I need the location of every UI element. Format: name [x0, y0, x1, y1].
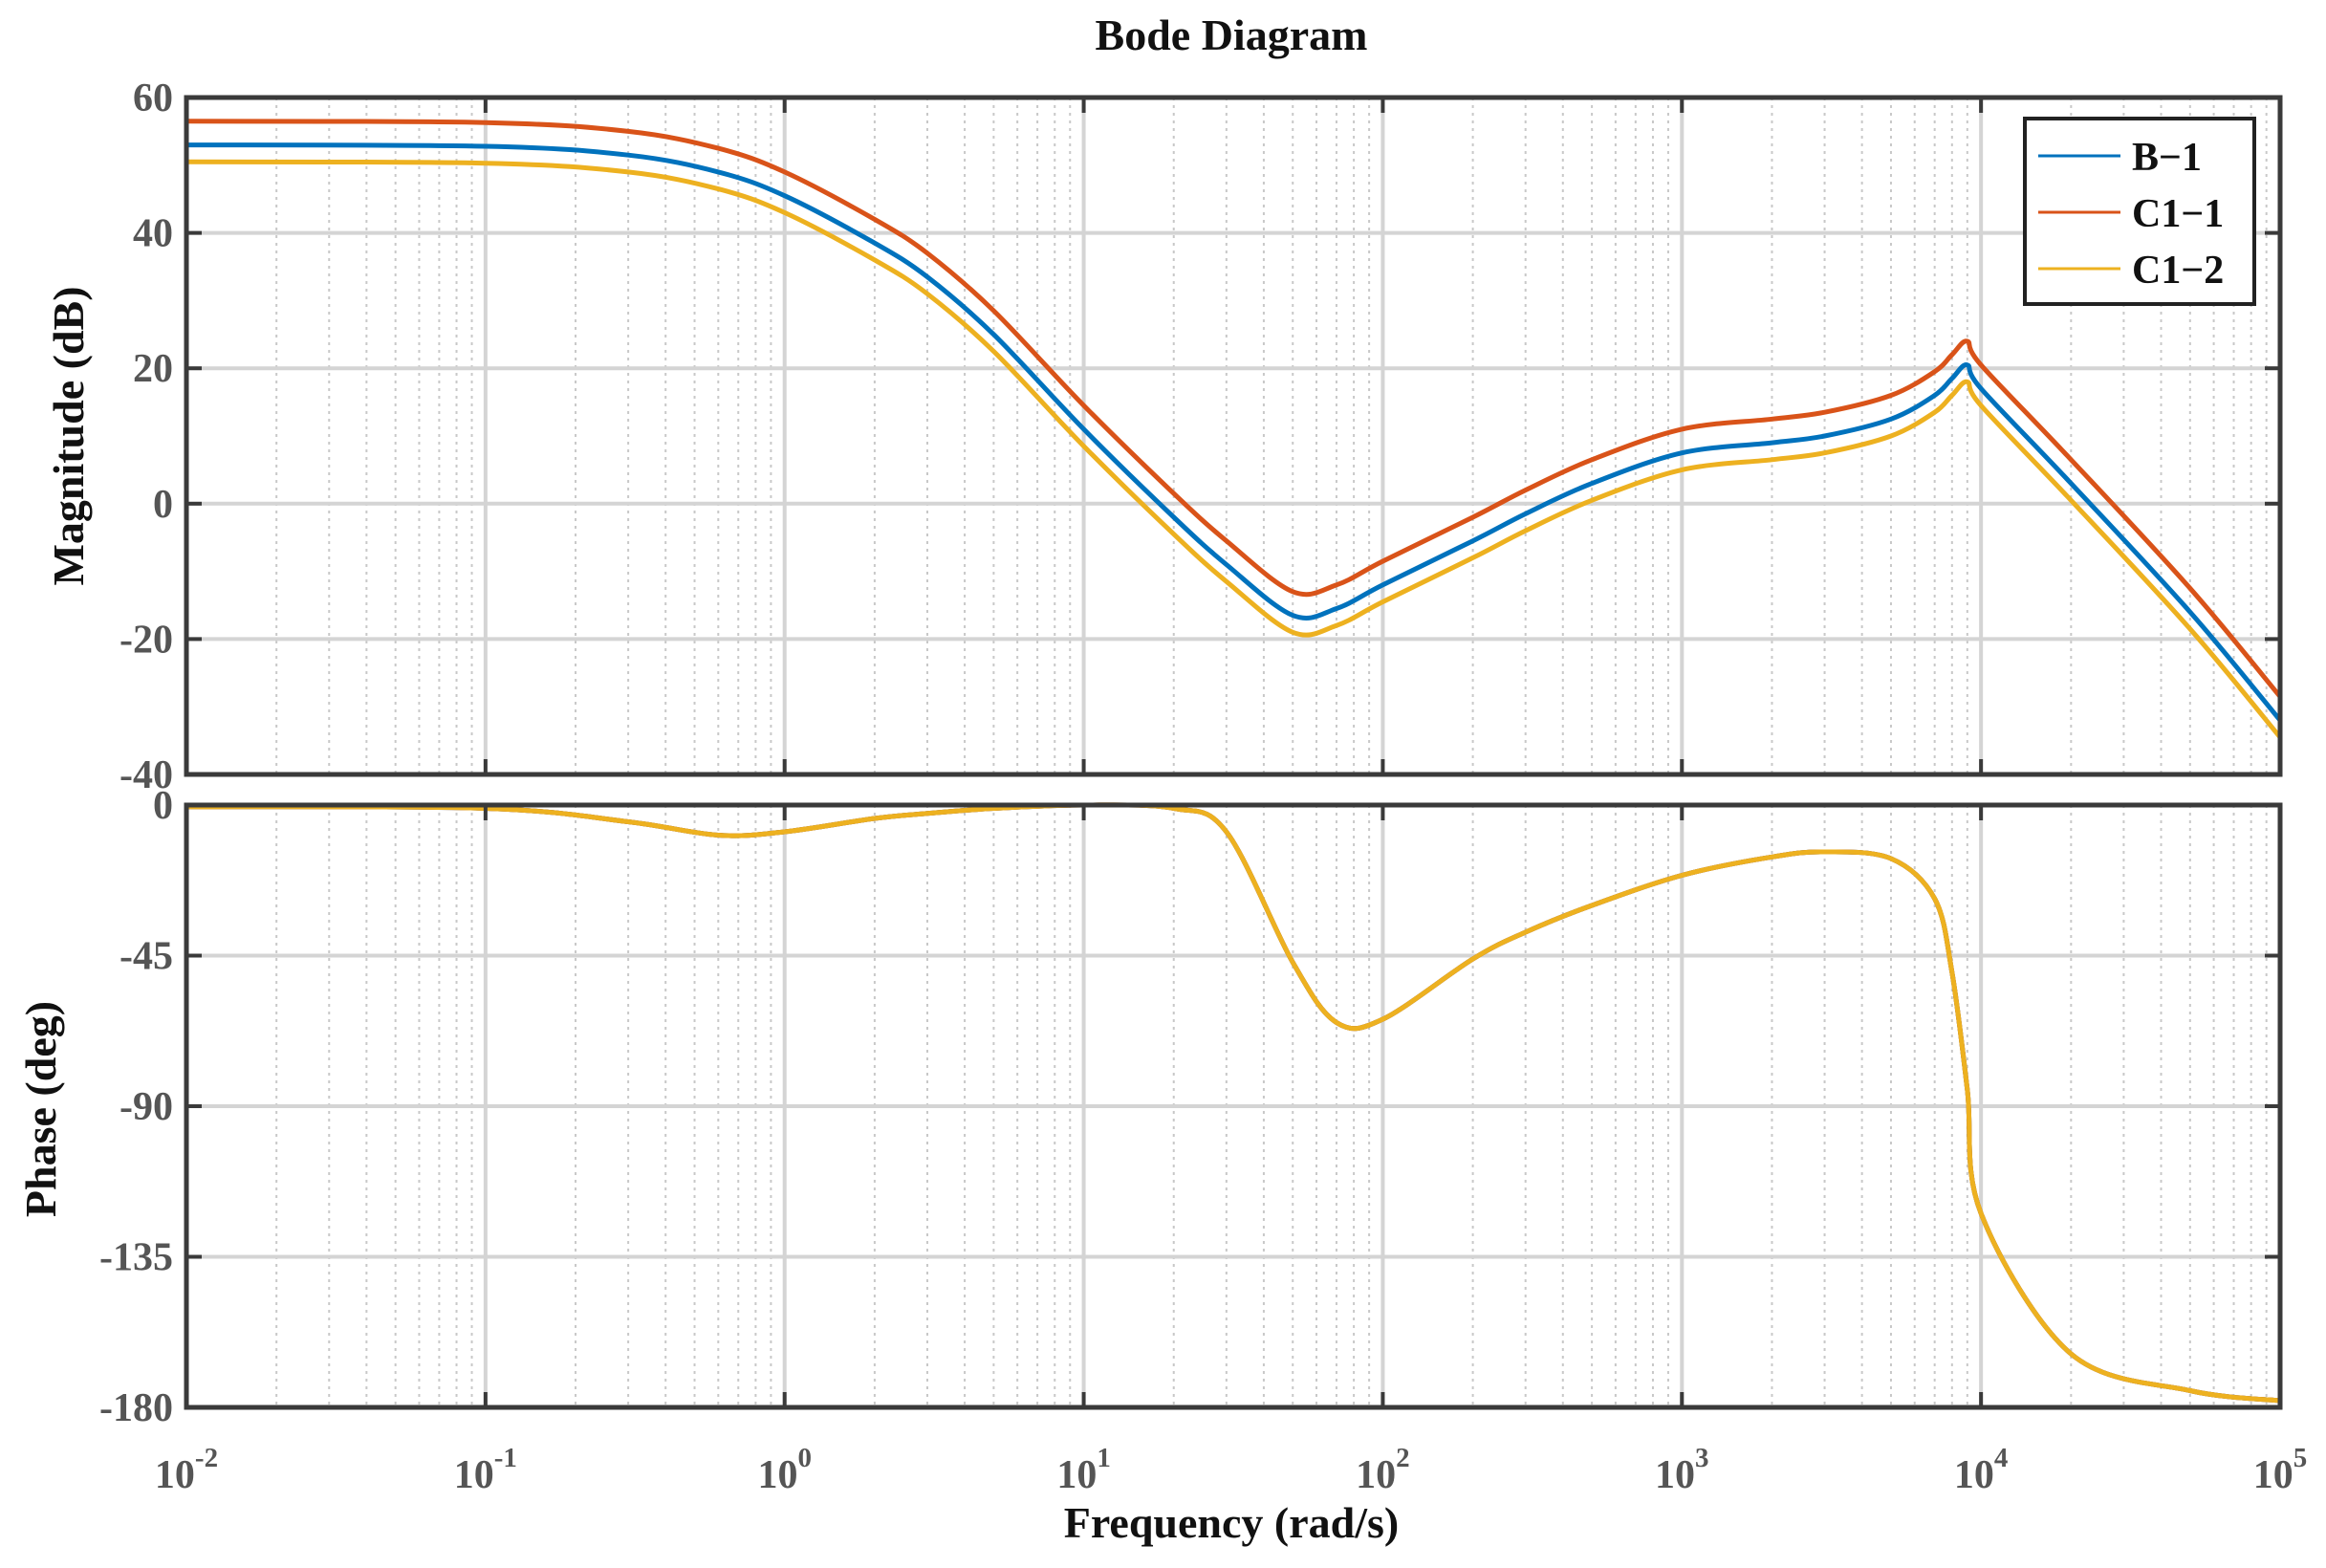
- magnitude-y-tick-label: 0: [153, 483, 173, 527]
- series-line-b-1: [185, 142, 2282, 722]
- magnitude-y-tick-label: -40: [120, 753, 173, 797]
- x-tick-exponent: 5: [2293, 1443, 2308, 1473]
- phase-grid: [186, 805, 2280, 1407]
- phase-y-axis-label: Phase (deg): [16, 1001, 65, 1217]
- legend: B−1 C1−1 C1−2: [2023, 117, 2256, 306]
- x-axis-label: Frequency (rad/s): [1064, 1498, 1400, 1547]
- magnitude-y-tick-label: 60: [133, 76, 173, 120]
- legend-label-b1: B−1: [2132, 136, 2202, 180]
- phase-y-ticks: 0 -45 -90 -135 -180: [99, 784, 2280, 1430]
- phase-series: [185, 802, 2281, 1404]
- x-tick-exponent: 1: [1097, 1443, 1111, 1473]
- x-tick-exponent: 2: [1396, 1443, 1410, 1473]
- x-tick-exponent: -2: [195, 1443, 218, 1473]
- legend-label-c1-2: C1−2: [2132, 249, 2224, 293]
- magnitude-y-tick-label: 20: [133, 347, 173, 391]
- phase-panel: 0 -45 -90 -135 -180 Phase (deg): [16, 784, 2283, 1430]
- series-line-c1-2: [185, 802, 2281, 1404]
- magnitude-panel: 60 40 20 0 -20 -40 Magnitude (dB) B−1 C1−1 C1…: [44, 76, 2283, 797]
- magnitude-y-tick-label: 40: [133, 212, 173, 256]
- magnitude-y-ticks: 60 40 20 0 -20 -40: [120, 76, 2280, 797]
- magnitude-series: [185, 119, 2282, 739]
- magnitude-y-axis-label: Magnitude (dB): [44, 286, 93, 585]
- chart-title: Bode Diagram: [1096, 11, 1368, 59]
- x-tick-exponent: -1: [494, 1443, 517, 1473]
- phase-y-tick-label: 0: [153, 784, 173, 828]
- x-tick-exponent: 0: [797, 1443, 812, 1473]
- phase-y-tick-label: -135: [99, 1236, 173, 1280]
- magnitude-plot-area: [186, 98, 2280, 774]
- series-line-c1-1: [185, 119, 2282, 699]
- phase-y-tick-label: -90: [120, 1085, 173, 1129]
- x-tick-exponent: 4: [1994, 1443, 2009, 1473]
- legend-label-c1-1: C1−1: [2132, 192, 2224, 236]
- phase-y-tick-label: -180: [99, 1386, 173, 1430]
- magnitude-y-tick-label: -20: [120, 618, 173, 662]
- magnitude-axes-box: [184, 95, 2283, 777]
- x-tick-exponent: 3: [1695, 1443, 1709, 1473]
- series-line-c1-2: [185, 159, 2282, 739]
- phase-y-tick-label: -45: [120, 935, 173, 979]
